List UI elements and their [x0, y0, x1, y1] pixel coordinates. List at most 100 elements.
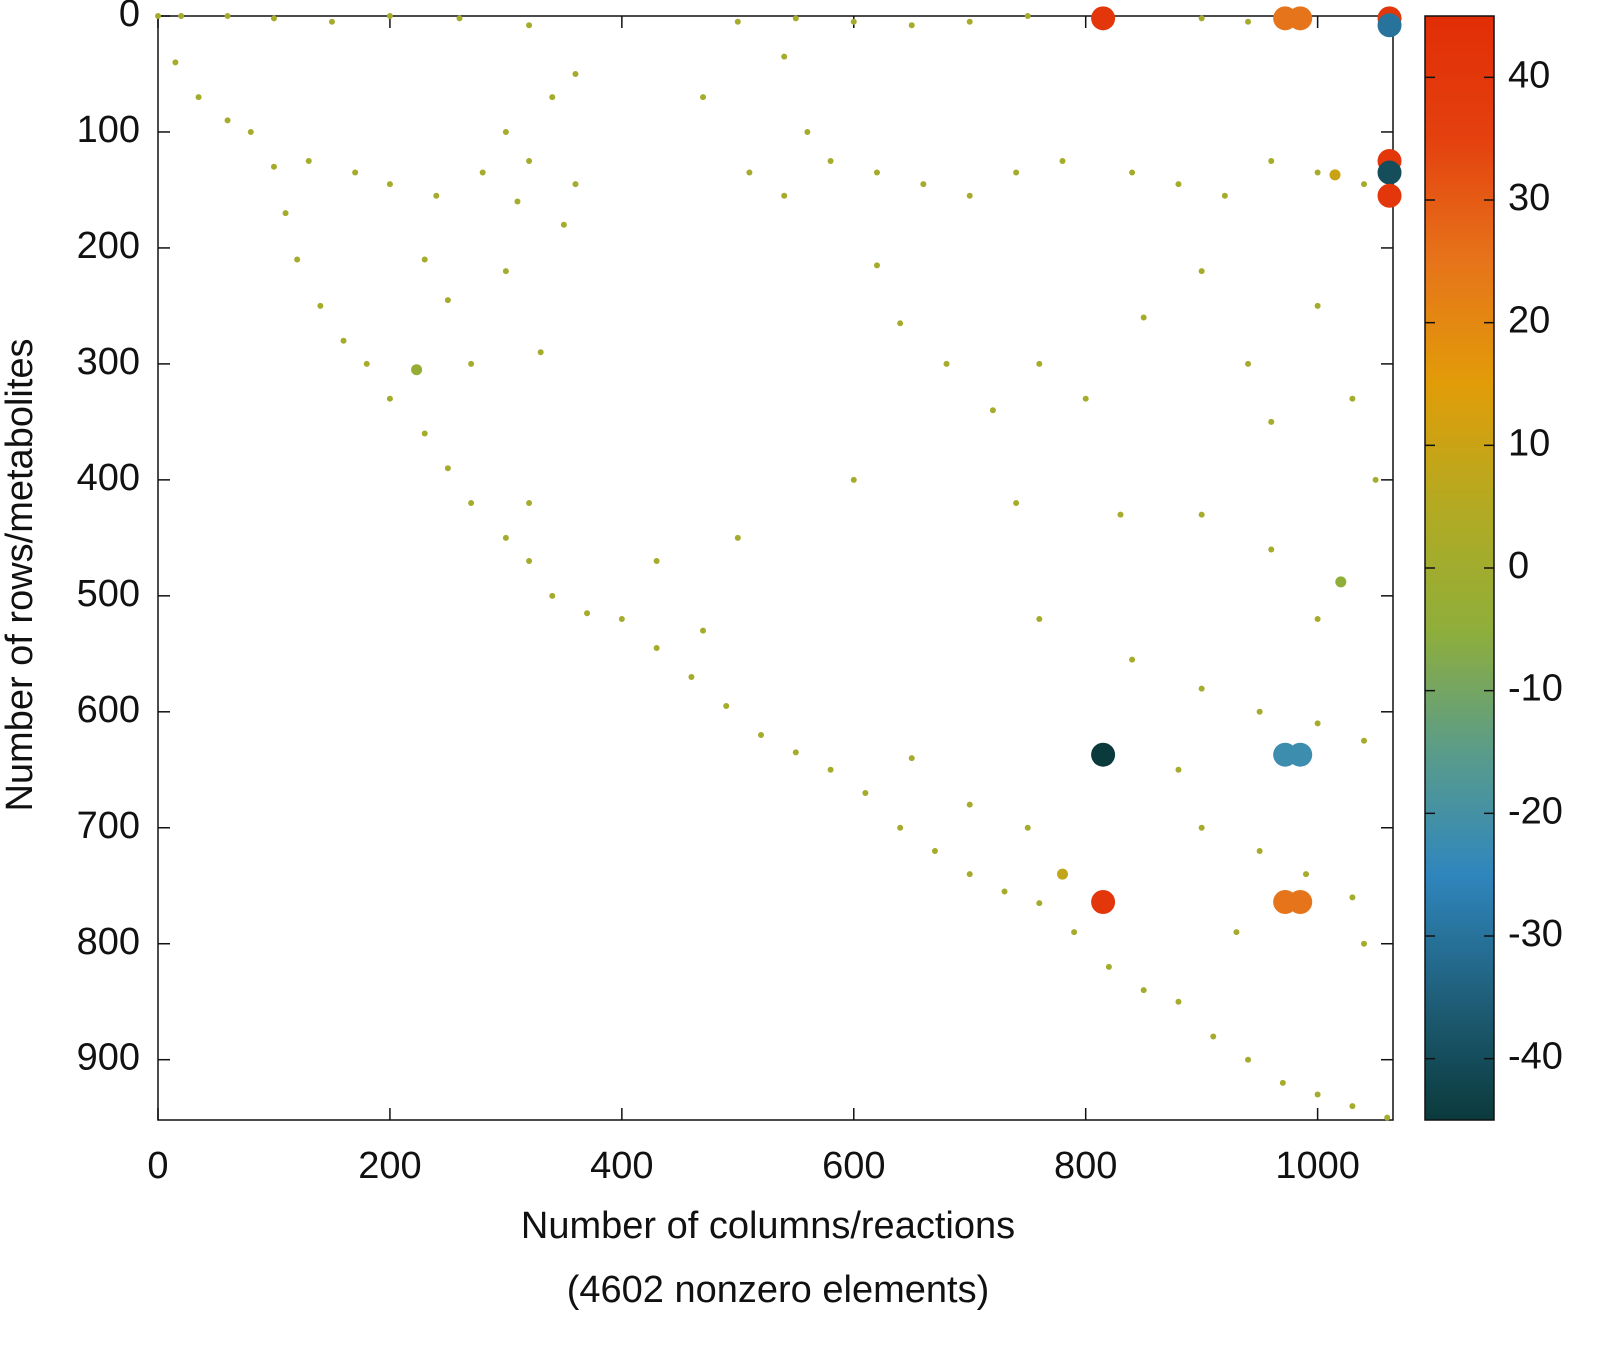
point: [1091, 742, 1116, 767]
x-tick-label: 600: [822, 1145, 885, 1187]
point: [1198, 15, 1205, 22]
point: [1377, 183, 1402, 208]
point: [1349, 1103, 1356, 1110]
x-tick-label: 400: [590, 1145, 653, 1187]
point: [1377, 13, 1402, 38]
colorbar-tick-label: -20: [1508, 790, 1563, 832]
point: [862, 789, 869, 796]
point: [653, 558, 660, 565]
point: [1036, 616, 1043, 623]
point: [172, 59, 179, 66]
point: [526, 558, 533, 565]
colorbar-tick-label: 20: [1508, 300, 1550, 342]
point: [1117, 511, 1124, 518]
x-tick-label: 1000: [1275, 1145, 1360, 1187]
point: [897, 320, 904, 327]
point: [1361, 737, 1368, 744]
point: [618, 616, 625, 623]
point: [468, 360, 475, 367]
point: [572, 70, 579, 77]
point: [931, 847, 938, 854]
point: [502, 268, 509, 275]
point: [1314, 169, 1321, 176]
point: [827, 157, 834, 164]
point: [1372, 476, 1379, 483]
point: [734, 18, 741, 25]
colorbar-tick-label: 10: [1508, 422, 1550, 464]
point: [1335, 576, 1347, 588]
point: [1024, 13, 1031, 19]
point: [386, 395, 393, 402]
point: [1256, 847, 1263, 854]
point: [1036, 900, 1043, 907]
point: [1013, 169, 1020, 176]
point: [363, 360, 370, 367]
y-tick-label: 600: [77, 689, 140, 731]
point: [781, 53, 788, 60]
y-tick-label: 900: [77, 1037, 140, 1079]
point: [781, 192, 788, 199]
point: [943, 360, 950, 367]
point: [549, 592, 556, 599]
point: [804, 128, 811, 135]
point: [1245, 1056, 1252, 1063]
point: [1329, 169, 1341, 181]
point: [328, 18, 335, 25]
colorbar-tick-label: 0: [1508, 545, 1529, 587]
point: [1349, 894, 1356, 901]
point: [526, 157, 533, 164]
y-tick-label: 300: [77, 341, 140, 383]
point: [386, 181, 393, 188]
point: [1288, 889, 1313, 914]
colorbar-tick-label: 30: [1508, 177, 1550, 219]
point: [305, 157, 312, 164]
colorbar-tick-label: -40: [1508, 1036, 1563, 1078]
x-axis-note: (4602 nonzero elements): [567, 1269, 989, 1311]
y-tick-label: 700: [77, 805, 140, 847]
point: [444, 297, 451, 304]
point: [537, 349, 544, 356]
point: [850, 18, 857, 25]
point: [1013, 500, 1020, 507]
point: [1057, 868, 1069, 880]
y-tick-label: 0: [119, 0, 140, 35]
point: [920, 181, 927, 188]
point: [1198, 824, 1205, 831]
point: [792, 749, 799, 756]
point: [1279, 1079, 1286, 1086]
point: [1233, 929, 1240, 936]
point: [1091, 6, 1116, 31]
x-axis-label: Number of columns/reactions: [521, 1205, 1015, 1247]
y-tick-label: 400: [77, 457, 140, 499]
point: [584, 610, 591, 617]
point: [1036, 360, 1043, 367]
point: [1314, 616, 1321, 623]
point: [966, 871, 973, 878]
colorbar: [1424, 15, 1495, 1121]
point: [1361, 940, 1368, 947]
point: [1377, 160, 1402, 185]
point: [433, 192, 440, 199]
point: [1288, 742, 1313, 767]
point: [746, 169, 753, 176]
point: [792, 15, 799, 22]
point: [723, 703, 730, 709]
point: [456, 15, 463, 22]
point: [1082, 395, 1089, 402]
point: [411, 364, 423, 376]
point: [1024, 824, 1031, 831]
point: [421, 430, 428, 437]
point: [526, 500, 533, 507]
point: [1091, 889, 1116, 914]
point: [1314, 720, 1321, 727]
x-tick-label: 800: [1054, 1145, 1117, 1187]
point: [1001, 888, 1008, 895]
colorbar-tick-label: -10: [1508, 668, 1563, 710]
point: [155, 13, 161, 19]
point: [1314, 1091, 1321, 1098]
point: [1268, 157, 1275, 164]
point: [758, 731, 765, 738]
point: [178, 13, 185, 19]
point: [1256, 708, 1263, 715]
point: [317, 302, 324, 309]
